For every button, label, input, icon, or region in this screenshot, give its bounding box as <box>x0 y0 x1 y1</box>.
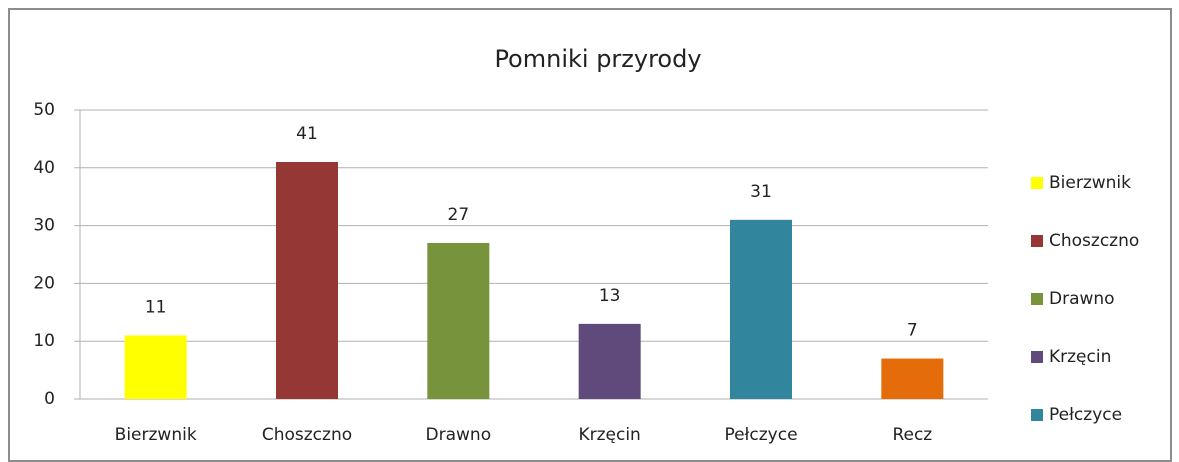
bar <box>730 219 792 399</box>
y-tick-label: 0 <box>44 389 55 409</box>
bar <box>276 162 338 399</box>
x-tick-label: Krzęcin <box>578 425 640 445</box>
x-tick-label: Drawno <box>426 425 492 445</box>
legend-label: Bierzwnik <box>1049 173 1131 193</box>
y-tick-label: 30 <box>33 216 55 236</box>
legend-label: Drawno <box>1049 289 1115 309</box>
x-tick-label: Recz <box>892 425 932 445</box>
y-tick-label: 10 <box>33 331 55 351</box>
legend-label: Pełczyce <box>1049 405 1122 425</box>
legend-swatch <box>1031 293 1043 305</box>
data-label: 11 <box>145 297 167 317</box>
data-label: 27 <box>448 205 470 225</box>
data-label: 31 <box>750 182 772 202</box>
y-tick-label: 40 <box>33 158 55 178</box>
data-label: 41 <box>296 124 318 144</box>
chart-title: Pomniki przyrody <box>494 45 701 73</box>
bar <box>881 358 944 399</box>
data-label: 7 <box>907 321 918 341</box>
legend-label: Choszczno <box>1049 231 1139 251</box>
legend-label: Krzęcin <box>1049 347 1111 367</box>
legend-swatch <box>1031 409 1043 421</box>
legend-swatch <box>1031 235 1043 247</box>
bar <box>578 323 641 399</box>
x-tick-label: Pełczyce <box>724 425 797 445</box>
x-tick-label: Bierzwnik <box>115 425 197 445</box>
legend-swatch <box>1031 177 1043 189</box>
bar <box>427 242 490 399</box>
y-tick-label: 50 <box>33 100 55 120</box>
legend-swatch <box>1031 351 1043 363</box>
bar <box>124 335 187 399</box>
y-tick-label: 20 <box>33 273 55 293</box>
data-label: 13 <box>599 286 621 306</box>
x-tick-label: Choszczno <box>262 425 352 445</box>
